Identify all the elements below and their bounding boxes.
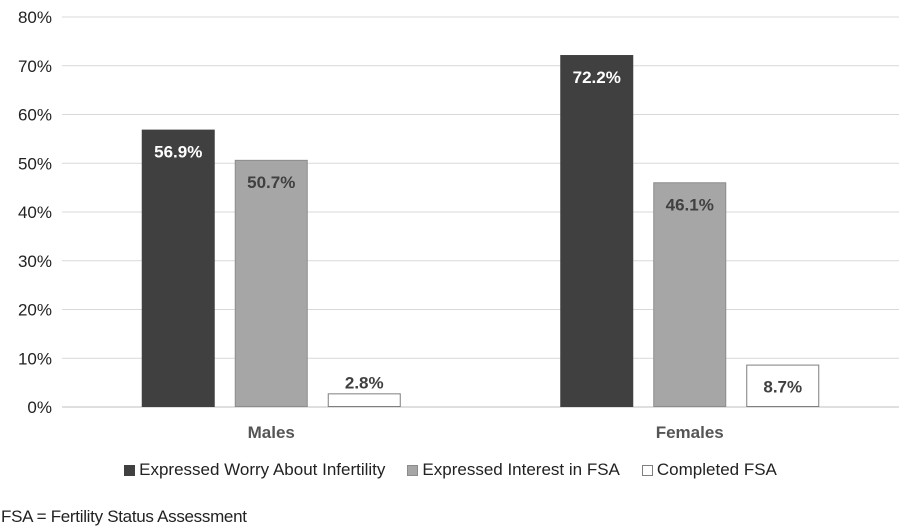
data-label: 46.1% [666,195,714,214]
data-label: 2.8% [345,373,384,392]
legend-label-interest: Expressed Interest in FSA [422,460,620,479]
y-tick-label: 40% [18,203,52,222]
legend: Expressed Worry About Infertility Expres… [0,460,901,480]
bar [141,129,215,408]
category-label: Females [656,423,724,442]
y-tick-label: 50% [18,154,52,173]
y-tick-label: 30% [18,252,52,271]
legend-swatch-worry [124,464,136,476]
data-labels: 56.9% 50.7% 2.8% 72.2% 46.1% 8.7% [154,68,802,397]
bar [327,393,401,408]
legend-item-interest: Expressed Interest in FSA [407,460,620,480]
category-label: Males [248,423,295,442]
y-tick-label: 60% [18,106,52,125]
bar [560,55,634,408]
x-axis-categories: Males Females [248,423,724,442]
y-tick-label: 70% [18,57,52,76]
y-tick-label: 80% [18,8,52,27]
footnote: FSA = Fertility Status Assessment [1,507,247,526]
bar [234,159,308,407]
data-label: 8.7% [763,378,802,397]
y-tick-label: 0% [27,398,52,417]
legend-swatch-completed [641,464,653,476]
bar [653,182,727,407]
legend-swatch-interest [407,464,419,476]
legend-item-completed: Completed FSA [641,460,777,480]
data-label: 56.9% [154,143,202,162]
legend-label-completed: Completed FSA [656,460,777,479]
data-label: 50.7% [247,173,295,192]
y-axis-ticks: 0% 10% 20% 30% 40% 50% 60% 70% 80% [18,8,52,417]
y-tick-label: 10% [18,349,52,368]
bars [141,55,820,408]
legend-item-worry: Expressed Worry About Infertility [124,460,385,480]
y-tick-label: 20% [18,301,52,320]
bar [746,364,820,407]
data-label: 72.2% [573,68,621,87]
bar-chart: 0% 10% 20% 30% 40% 50% 60% 70% 80% 56.9% 50.7% 2.8… [18,8,899,442]
legend-label-worry: Expressed Worry About Infertility [139,460,386,479]
